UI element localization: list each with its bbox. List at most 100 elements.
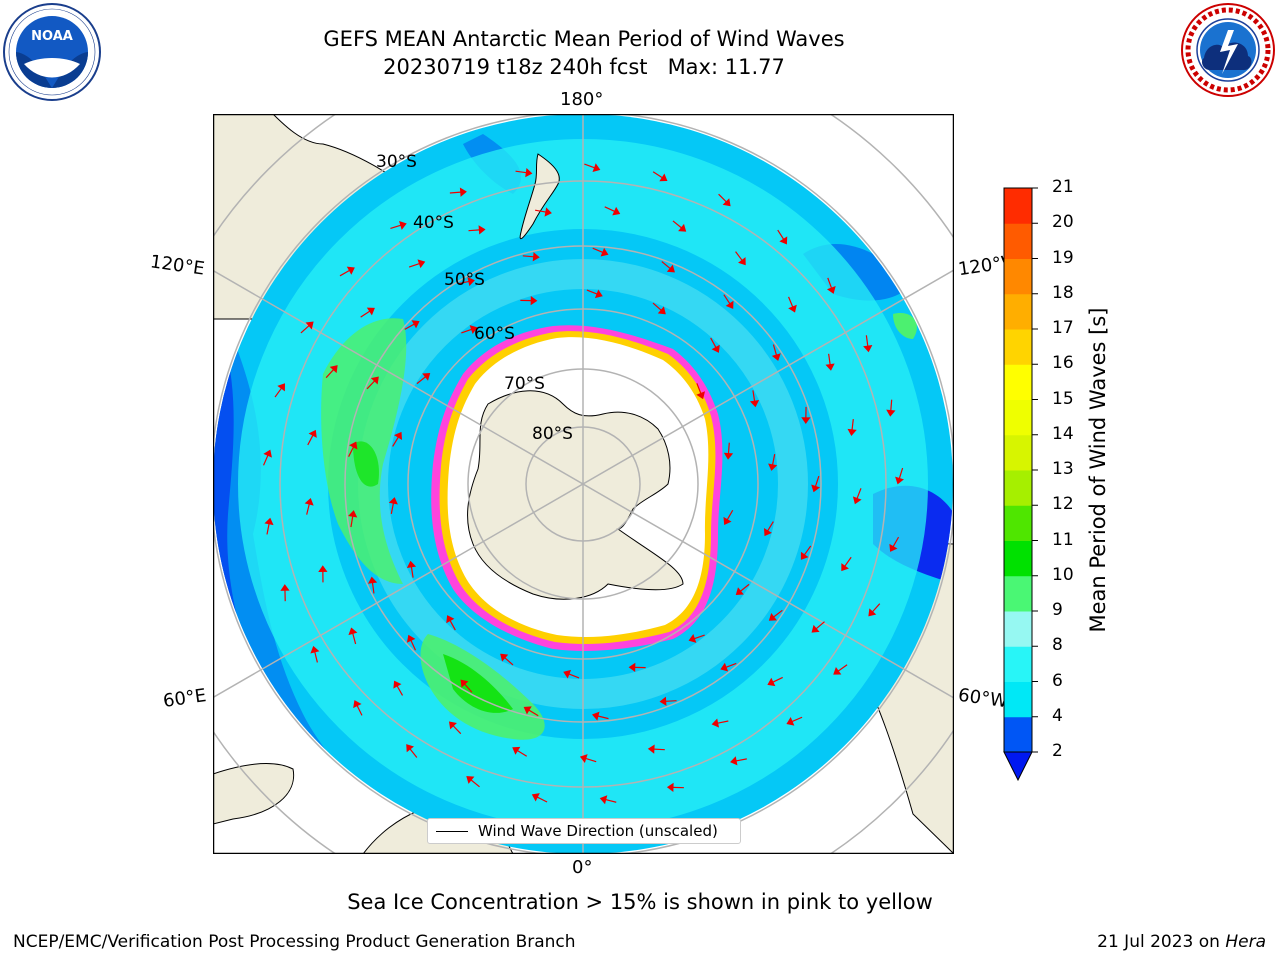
colorbar-swatch — [1004, 223, 1032, 259]
colorbar-swatch — [1004, 716, 1032, 753]
lat-label-30s: 30°S — [376, 152, 417, 172]
legend-line-sample — [436, 831, 468, 832]
wind-wave-arrow — [723, 509, 734, 526]
wind-wave-arrow — [604, 206, 621, 216]
wind-wave-arrow — [863, 335, 873, 353]
lon-label-60e: 60°E — [161, 685, 208, 712]
colorbar-swatch — [1004, 575, 1032, 612]
colorbar-swatch — [1004, 364, 1032, 400]
colorbar-tick-label: 15 — [1052, 388, 1074, 409]
wind-wave-arrow — [886, 399, 896, 417]
wind-wave-arrow — [458, 277, 475, 287]
wind-wave-arrow — [390, 220, 407, 230]
africa-land — [213, 763, 295, 825]
wind-wave-arrow — [586, 289, 603, 299]
lat-label-60s: 60°S — [474, 324, 515, 344]
wind-wave-arrow — [711, 718, 729, 728]
colorbar-tick-label: 21 — [1052, 177, 1074, 197]
noaa-logo: NOAA — [3, 3, 101, 101]
wind-wave-arrow — [771, 344, 781, 361]
wind-wave-arrow — [512, 746, 528, 757]
footer-organization: NCEP/EMC/Verification Post Processing Pr… — [13, 932, 576, 952]
wind-wave-arrow — [720, 662, 737, 672]
wind-wave-arrow — [466, 776, 480, 788]
wind-wave-arrow — [847, 418, 857, 436]
wind-wave-arrow — [348, 627, 358, 645]
wind-wave-arrow — [659, 696, 677, 706]
map-legend: Wind Wave Direction (unscaled) — [427, 818, 741, 844]
lon-label-0: 0° — [572, 857, 593, 878]
wind-wave-arrow — [523, 706, 539, 717]
colorbar-swatch — [1004, 611, 1032, 647]
wind-wave-arrow — [406, 634, 417, 651]
colorbar-tick-label: 11 — [1052, 529, 1074, 550]
wind-wave-arrow — [710, 337, 720, 353]
wind-wave-arrow — [868, 603, 881, 617]
wind-wave-arrow — [307, 429, 317, 446]
svg-text:NOAA: NOAA — [31, 29, 73, 44]
lat-label-50s: 50°S — [444, 270, 485, 290]
colorbar-tick-label: 14 — [1052, 423, 1074, 444]
colorbar-tick-label: 12 — [1052, 494, 1074, 515]
wind-wave-arrow — [652, 302, 666, 315]
colorbar-tick-label: 6 — [1052, 670, 1063, 691]
wind-wave-arrow — [416, 372, 431, 385]
wind-wave-arrow — [366, 376, 379, 390]
wind-wave-arrow — [777, 229, 788, 245]
colorbar-tick-label: 17 — [1052, 318, 1074, 338]
colorbar — [1003, 187, 1038, 782]
chart-subtitle: 20230719 t18z 240h fcst Max: 11.77 — [383, 55, 785, 79]
colorbar-swatch — [1004, 540, 1032, 577]
colorbar-swatch — [1004, 329, 1032, 365]
wind-wave-arrow — [652, 171, 668, 182]
wind-wave-arrow — [325, 365, 338, 379]
wind-wave-arrow — [688, 634, 705, 643]
lat-label-70s: 70°S — [504, 374, 545, 394]
lat-label-80s: 80°S — [532, 424, 573, 444]
wind-wave-arrow — [515, 168, 533, 178]
wind-wave-arrow — [735, 583, 750, 596]
wind-wave-arrow — [393, 680, 404, 696]
colorbar-swatch — [1004, 681, 1032, 718]
chart-title: GEFS MEAN Antarctic Mean Period of Wind … — [323, 27, 845, 51]
lat-label-40s: 40°S — [413, 213, 454, 233]
colorbar-swatch — [1004, 399, 1032, 436]
wind-wave-arrow — [500, 653, 514, 666]
wind-wave-arrow — [318, 565, 328, 583]
wind-wave-arrow — [274, 383, 286, 398]
colorbar-swatch — [1004, 470, 1032, 506]
colorbar-tick-label: 4 — [1052, 705, 1063, 726]
wind-wave-arrow — [768, 454, 778, 471]
wind-wave-arrow — [895, 467, 904, 485]
wind-wave-arrow — [535, 207, 552, 217]
wind-wave-arrow — [788, 296, 797, 313]
wind-wave-arrow — [348, 510, 358, 528]
wind-wave-arrow — [304, 498, 314, 515]
wind-wave-arrow — [661, 261, 675, 273]
wind-wave-arrow — [825, 353, 835, 371]
wind-wave-arrow — [353, 700, 363, 716]
sea-ice-caption: Sea Ice Concentration > 15% is shown in … — [347, 890, 933, 914]
wind-wave-arrow — [406, 744, 418, 758]
wind-wave-arrow — [852, 488, 862, 505]
wind-wave-arrow — [666, 782, 684, 793]
wind-wave-arrow — [367, 576, 378, 594]
colorbar-tick-label: 18 — [1052, 282, 1074, 303]
wind-wave-arrow — [531, 793, 548, 803]
wind-wave-arrow — [522, 252, 540, 262]
wind-wave-arrow — [449, 187, 467, 197]
wind-wave-arrow — [339, 266, 355, 277]
wind-wave-arrow — [628, 662, 646, 673]
wind-wave-arrow — [300, 321, 314, 334]
wind-wave-arrow — [735, 251, 746, 266]
footer-date-text: 21 Jul 2023 on — [1097, 932, 1226, 952]
wind-wave-arrow — [460, 679, 473, 693]
wind-wave-arrow — [767, 676, 783, 687]
colorbar-swatch — [1004, 188, 1032, 224]
lon-label-180: 180° — [560, 89, 604, 110]
colorbar-swatch — [1004, 646, 1032, 682]
wind-wave-arrow — [730, 756, 747, 766]
wind-wave-arrow — [408, 259, 426, 269]
colorbar-tick-label: 8 — [1052, 635, 1063, 656]
lon-label-120e: 120°E — [148, 251, 206, 280]
